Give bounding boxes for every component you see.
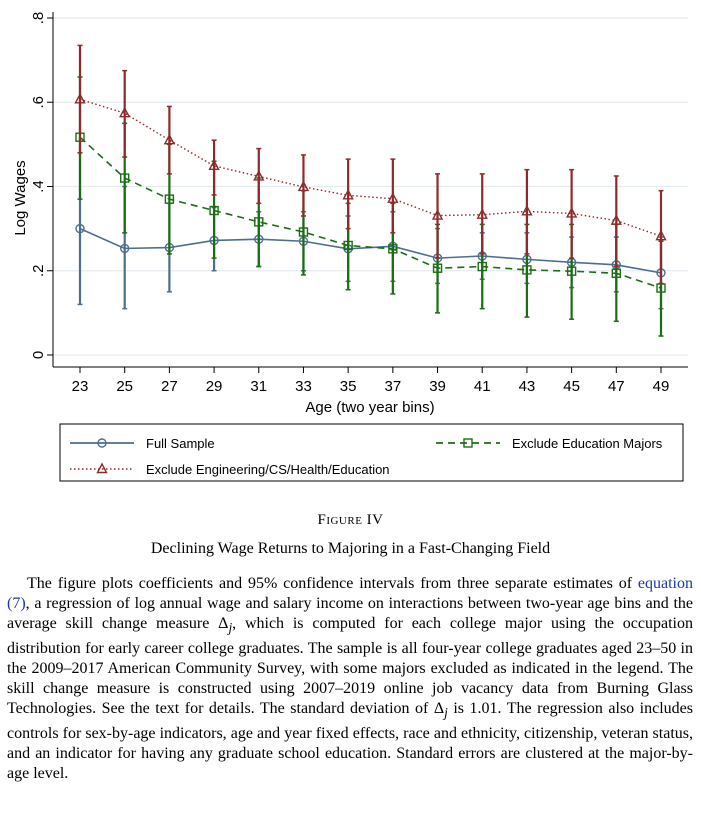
legend-swatch-marker (96, 462, 108, 474)
error-bar (166, 105, 172, 175)
caption-text: The figure plots coefficients and 95% co… (27, 575, 638, 592)
data-point (343, 240, 353, 251)
legend-box (59, 423, 684, 482)
legend-swatch-marker (97, 438, 107, 448)
data-point (163, 133, 176, 145)
data-point (432, 263, 443, 273)
figure-title: Declining Wage Returns to Majoring in a … (150, 540, 551, 557)
error-bar (211, 139, 217, 196)
data-point (431, 209, 444, 220)
error-bar (122, 69, 128, 158)
legend: Full Sample Exclude Education Majors Exclu… (59, 423, 684, 482)
gridlines (53, 17, 688, 356)
data-point (522, 265, 532, 275)
chart: 0 .2 .4 .6 .8 23 25 27 29 31 33 35 37 39 41 43 45 47 49 Ag… (12, 12, 688, 482)
x-tick-label: 27 (161, 378, 178, 395)
error-bar (390, 158, 396, 234)
legend-item: Exclude Engineering/CS/Health/Education (70, 462, 390, 477)
subscript-j: j (228, 620, 233, 636)
caption-text: , a regression of log annual wage and sa… (7, 595, 693, 633)
x-tick-label: 39 (429, 378, 446, 395)
data-point (119, 106, 131, 118)
data-point (164, 194, 175, 204)
data-point (476, 208, 488, 219)
x-axis-title: Age (two year bins) (305, 399, 434, 416)
error-bar (479, 173, 485, 255)
y-tick-label: 0 (30, 351, 47, 359)
legend-label: Full Sample (146, 436, 215, 451)
x-tick-label: 47 (608, 378, 625, 395)
data-point (610, 214, 622, 225)
x-tick-label: 23 (72, 378, 89, 395)
data-point (208, 159, 220, 171)
axis-ticks: 0 .2 .4 .6 .8 23 25 27 29 31 33 35 37 39 41 43 45 47 49 (30, 12, 669, 395)
x-tick-label: 31 (250, 378, 267, 395)
error-bar (658, 189, 664, 285)
y-tick-label: .2 (30, 264, 47, 277)
series-1 (75, 152, 666, 310)
data-point (74, 92, 86, 104)
data-point (75, 223, 85, 234)
x-tick-label: 33 (295, 378, 312, 395)
figure-label: Figure IV (317, 512, 384, 528)
x-tick-label: 41 (474, 378, 491, 395)
data-point (209, 205, 219, 216)
legend-swatch-marker (463, 438, 473, 448)
x-tick-label: 43 (519, 378, 536, 395)
error-bar (524, 168, 530, 255)
data-point (387, 192, 399, 203)
data-point (342, 188, 354, 200)
y-tick-label: .8 (30, 12, 47, 25)
legend-item: Full Sample (70, 436, 215, 451)
x-tick-label: 29 (206, 378, 223, 395)
x-tick-label: 49 (653, 378, 670, 395)
figure-caption: The figure plots coefficients and 95% co… (7, 574, 693, 784)
data-point (565, 206, 578, 218)
error-bar (300, 154, 306, 217)
series-line (79, 136, 662, 289)
series-line (79, 98, 662, 237)
y-tick-label: .4 (30, 180, 47, 193)
x-tick-label: 35 (340, 378, 357, 395)
series-3 (74, 44, 667, 285)
data-point (119, 173, 130, 183)
caption-text: is 1.01. The regression also includes co… (7, 700, 694, 783)
series-2 (75, 76, 666, 337)
error-bar (77, 44, 83, 154)
y-axis-title: Log Wages (12, 160, 29, 235)
data-point (254, 217, 264, 227)
subscript-j: j (444, 705, 448, 721)
data-point (655, 229, 667, 241)
legend-label: Exclude Engineering/CS/Health/Education (146, 462, 390, 477)
y-tick-label: .6 (30, 96, 47, 109)
series-layer (74, 44, 667, 337)
data-point (611, 268, 622, 278)
x-tick-label: 45 (563, 378, 580, 395)
data-point (298, 227, 309, 237)
data-point (388, 244, 398, 254)
data-point (477, 261, 487, 272)
error-bar (345, 158, 351, 230)
data-point (521, 204, 533, 216)
legend-item: Exclude Education Majors (436, 436, 663, 451)
data-point (253, 169, 265, 181)
data-point (566, 266, 577, 276)
error-bar (569, 168, 575, 259)
data-point (119, 243, 130, 254)
data-point (297, 180, 310, 192)
equation-link[interactable]: equation (7) (7, 575, 693, 613)
x-tick-label: 25 (116, 378, 133, 395)
x-tick-label: 37 (385, 378, 402, 395)
legend-label: Exclude Education Majors (512, 436, 663, 451)
caption-text: , which is computed for each college maj… (7, 615, 693, 718)
